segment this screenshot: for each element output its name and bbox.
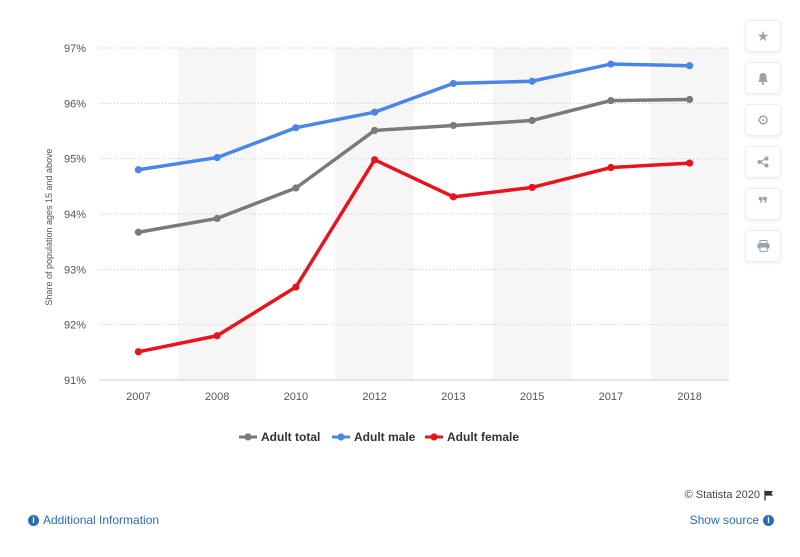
y-tick-label: 97% <box>64 43 86 55</box>
data-point[interactable] <box>607 60 615 68</box>
data-point[interactable] <box>686 95 694 104</box>
settings-button[interactable]: ⚙ <box>745 104 781 136</box>
data-point[interactable] <box>449 79 457 88</box>
star-icon: ★ <box>756 27 770 44</box>
data-point[interactable] <box>371 126 379 135</box>
x-tick-label: 2015 <box>520 391 544 403</box>
legend-swatch-marker <box>244 433 252 441</box>
data-point[interactable] <box>213 153 221 162</box>
bell-icon <box>758 72 768 85</box>
quote-icon: ❞ <box>757 194 769 214</box>
y-axis-label: Share of population ages 15 and above <box>44 148 54 305</box>
show-source-label: Show source <box>689 513 759 527</box>
data-point[interactable] <box>607 96 615 105</box>
data-point[interactable] <box>371 108 379 116</box>
additional-information-link[interactable]: i Additional Information <box>28 513 159 527</box>
data-point[interactable] <box>528 183 536 192</box>
series-line <box>136 158 692 354</box>
x-tick-label: 2010 <box>284 391 308 403</box>
data-point[interactable] <box>528 77 536 85</box>
series-adult-female <box>134 156 694 356</box>
cite-button[interactable]: ❞ <box>745 188 781 220</box>
data-point[interactable] <box>686 62 694 70</box>
favorite-button[interactable]: ★ <box>745 20 781 52</box>
y-tick-label: 95% <box>64 154 86 166</box>
notification-button[interactable] <box>745 62 781 94</box>
y-tick-label: 94% <box>64 209 86 221</box>
data-point[interactable] <box>134 166 142 174</box>
show-source-link[interactable]: Show source i <box>690 513 774 527</box>
legend-label: Adult male <box>354 430 416 444</box>
data-point[interactable] <box>292 283 300 291</box>
legend-item-adult-female[interactable]: Adult female <box>425 430 519 444</box>
x-tick-label: 2017 <box>599 391 623 403</box>
x-tick-label: 2013 <box>441 391 465 403</box>
data-point[interactable] <box>134 348 142 356</box>
legend-item-adult-total[interactable]: Adult total <box>239 430 320 444</box>
y-tick-label: 91% <box>64 375 86 387</box>
y-axis-ticks: 91% 92% 93% 94% 95% 96% 97% <box>64 43 86 387</box>
info-icon: i <box>28 514 39 526</box>
legend-item-adult-male[interactable]: Adult male <box>332 430 416 444</box>
data-point[interactable] <box>292 124 300 132</box>
statista-credit[interactable]: © Statista 2020 <box>685 489 774 501</box>
gridlines <box>99 47 729 381</box>
series-adult-total <box>134 95 694 236</box>
data-point[interactable] <box>686 159 694 167</box>
data-point[interactable] <box>449 121 457 130</box>
chart-toolbar: ★ ⚙ ❞ <box>745 20 781 272</box>
legend: Adult total Adult male Adult female <box>239 430 519 444</box>
legend-label: Adult female <box>447 430 519 444</box>
print-icon <box>757 240 769 252</box>
data-point[interactable] <box>449 193 457 201</box>
data-point[interactable] <box>528 116 536 125</box>
info-icon: i <box>763 514 774 526</box>
data-point[interactable] <box>607 163 615 172</box>
series-adult-male <box>134 60 694 174</box>
credit-text: © Statista 2020 <box>684 489 760 501</box>
series-line <box>136 62 692 172</box>
additional-information-label: Additional Information <box>43 513 160 527</box>
y-tick-label: 93% <box>64 264 86 276</box>
legend-label: Adult total <box>261 430 320 444</box>
flag-icon <box>764 490 773 500</box>
gear-icon: ⚙ <box>756 111 770 128</box>
legend-swatch-marker <box>430 433 438 441</box>
x-tick-label: 2012 <box>362 391 386 403</box>
y-tick-label: 96% <box>64 98 86 110</box>
print-button[interactable] <box>745 230 781 262</box>
data-point[interactable] <box>213 214 221 223</box>
x-tick-label: 2008 <box>205 391 229 403</box>
data-point[interactable] <box>134 228 142 236</box>
series-lines <box>134 60 694 356</box>
share-icon <box>757 156 769 168</box>
y-tick-label: 92% <box>64 320 86 332</box>
data-point[interactable] <box>213 332 221 340</box>
share-button[interactable] <box>745 146 781 178</box>
data-point[interactable] <box>292 184 300 192</box>
legend-swatch-marker <box>337 433 345 441</box>
series-line <box>136 97 692 235</box>
data-point[interactable] <box>371 156 379 164</box>
x-axis-ticks: 2007 2008 2010 2012 2013 2015 2017 2018 <box>126 391 702 403</box>
x-tick-label: 2018 <box>677 391 701 403</box>
x-tick-label: 2007 <box>126 391 150 403</box>
